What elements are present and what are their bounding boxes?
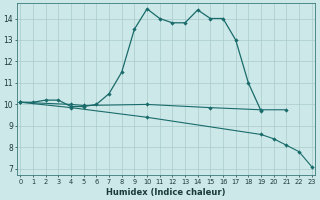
X-axis label: Humidex (Indice chaleur): Humidex (Indice chaleur) [106,188,226,197]
